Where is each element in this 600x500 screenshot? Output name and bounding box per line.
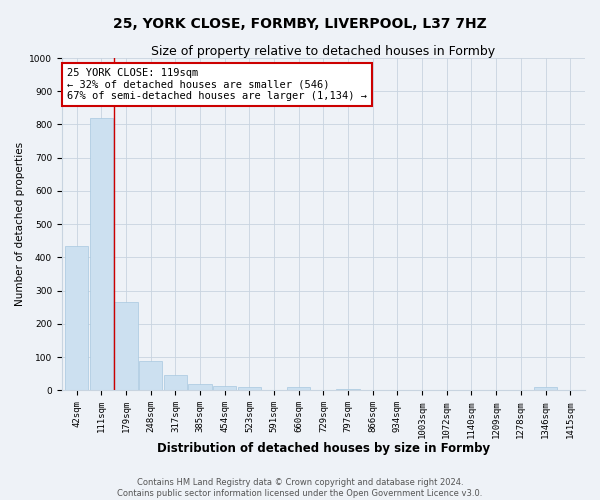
Bar bbox=[188, 384, 212, 390]
Bar bbox=[213, 386, 236, 390]
Bar bbox=[534, 388, 557, 390]
X-axis label: Distribution of detached houses by size in Formby: Distribution of detached houses by size … bbox=[157, 442, 490, 455]
Text: 25, YORK CLOSE, FORMBY, LIVERPOOL, L37 7HZ: 25, YORK CLOSE, FORMBY, LIVERPOOL, L37 7… bbox=[113, 18, 487, 32]
Title: Size of property relative to detached houses in Formby: Size of property relative to detached ho… bbox=[151, 45, 496, 58]
Text: 25 YORK CLOSE: 119sqm
← 32% of detached houses are smaller (546)
67% of semi-det: 25 YORK CLOSE: 119sqm ← 32% of detached … bbox=[67, 68, 367, 101]
Text: Contains HM Land Registry data © Crown copyright and database right 2024.
Contai: Contains HM Land Registry data © Crown c… bbox=[118, 478, 482, 498]
Bar bbox=[238, 388, 261, 390]
Bar bbox=[337, 389, 360, 390]
Bar bbox=[115, 302, 138, 390]
Bar bbox=[164, 375, 187, 390]
Y-axis label: Number of detached properties: Number of detached properties bbox=[15, 142, 25, 306]
Bar bbox=[139, 360, 163, 390]
Bar bbox=[287, 388, 310, 390]
Bar bbox=[65, 246, 88, 390]
Bar bbox=[89, 118, 113, 390]
